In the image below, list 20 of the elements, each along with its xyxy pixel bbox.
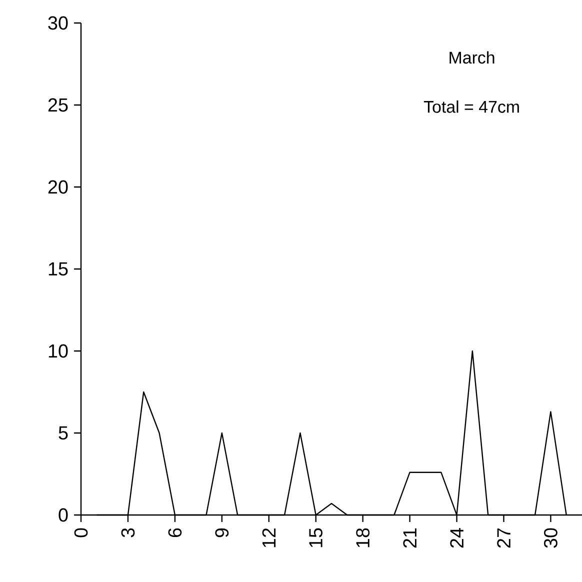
- x-tick-label: 6: [168, 528, 182, 538]
- y-tick-label: 5: [58, 426, 68, 440]
- x-tick-label: 18: [356, 528, 370, 548]
- x-tick-label: 3: [121, 528, 135, 538]
- y-tick-label: 15: [48, 262, 68, 276]
- annotation: March: [450, 51, 494, 64]
- y-tick-label: 0: [58, 508, 68, 522]
- y-tick-label: 30: [48, 16, 68, 30]
- x-tick-label: 12: [262, 528, 276, 548]
- x-tick-label: 24: [450, 528, 464, 548]
- y-tick-label: 20: [48, 180, 68, 194]
- y-tick-label: 25: [48, 98, 68, 112]
- y-tick-label: 10: [48, 344, 68, 358]
- x-tick-label: 21: [403, 528, 416, 548]
- x-tick-label: 27: [497, 528, 510, 548]
- x-tick-label: 15: [309, 528, 322, 548]
- x-tick-label: 0: [74, 528, 88, 538]
- x-tick-label: 30: [544, 528, 558, 548]
- x-tick-label: 9: [215, 528, 229, 538]
- annotation: Total = 47cm: [424, 100, 519, 113]
